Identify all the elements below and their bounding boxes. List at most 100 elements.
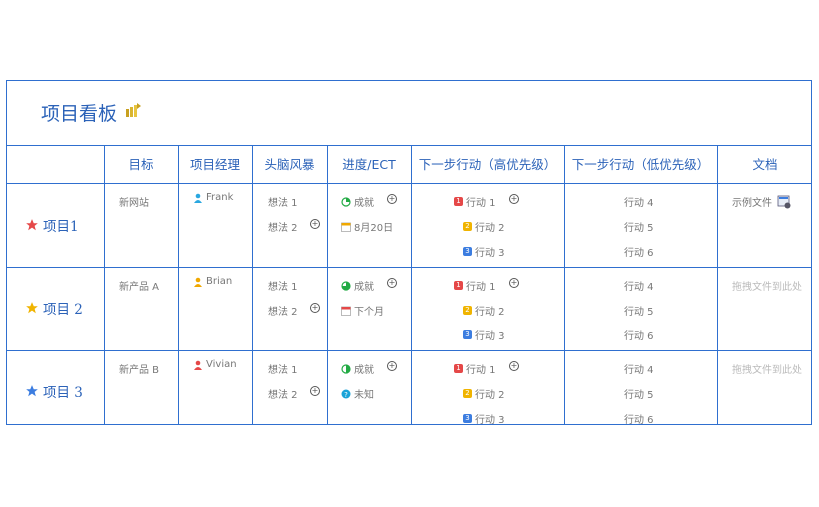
action-text: 行动 1 xyxy=(466,198,496,209)
action-item[interactable]: 3 行动 3 xyxy=(463,411,505,426)
project-3-title[interactable]: 项目 3 xyxy=(25,381,83,401)
idea-item[interactable]: 想法 1 xyxy=(268,365,298,376)
grid-line xyxy=(411,146,412,424)
title-row: 项目看板 xyxy=(7,81,811,146)
question-icon: ? xyxy=(341,389,351,399)
priority-3-icon: 3 xyxy=(463,414,472,423)
action-item[interactable]: 行动 5 xyxy=(624,223,654,234)
add-idea-icon[interactable]: + xyxy=(310,219,320,229)
add-topic-icon[interactable] xyxy=(125,103,141,123)
star-icon xyxy=(26,219,38,231)
person-icon xyxy=(194,360,202,370)
action-item[interactable]: 3 行动 3 xyxy=(463,244,505,259)
file-drop-zone[interactable]: 拖拽文件到此处 xyxy=(732,282,802,293)
priority-1-icon: 1 xyxy=(454,364,463,373)
idea-item[interactable]: 想法 2 xyxy=(268,390,298,401)
add-action-icon[interactable]: + xyxy=(509,194,519,204)
pie-chart-icon xyxy=(341,363,351,374)
priority-1-icon: 1 xyxy=(454,281,463,290)
header-progress: 进度/ECT xyxy=(342,157,396,172)
grid-line xyxy=(7,350,811,351)
action-item[interactable]: 2 行动 2 xyxy=(463,386,505,401)
priority-1-icon: 1 xyxy=(454,197,463,206)
priority-2-icon: 2 xyxy=(463,222,472,231)
ect-item[interactable]: 8月20日 xyxy=(341,219,393,234)
add-progress-icon[interactable]: + xyxy=(387,361,397,371)
manager-name: Brian xyxy=(206,276,233,287)
action-text: 行动 3 xyxy=(475,415,505,426)
manager-cell[interactable]: Vivian xyxy=(193,359,237,370)
add-progress-icon[interactable]: + xyxy=(387,194,397,204)
action-item[interactable]: 1 行动 1 xyxy=(454,361,496,376)
goal-cell[interactable]: 新产品 B xyxy=(119,365,160,376)
grid-line xyxy=(178,146,179,424)
header-low-priority: 下一步行动（低优先级） xyxy=(571,157,710,172)
grid-line xyxy=(7,267,811,268)
add-idea-icon[interactable]: + xyxy=(310,303,320,313)
action-item[interactable]: 3 行动 3 xyxy=(463,327,505,342)
idea-item[interactable]: 想法 1 xyxy=(268,198,298,209)
action-text: 行动 2 xyxy=(475,390,505,401)
person-icon xyxy=(194,193,202,203)
action-item[interactable]: 行动 6 xyxy=(624,331,654,342)
action-item[interactable]: 1 行动 1 xyxy=(454,194,496,209)
header-manager: 项目经理 xyxy=(189,157,240,172)
project-name: 项目1 xyxy=(43,219,79,235)
priority-3-icon: 3 xyxy=(463,330,472,339)
add-action-icon[interactable]: + xyxy=(509,278,519,288)
header-goal: 目标 xyxy=(128,157,154,172)
document-link[interactable]: 示例文件 xyxy=(732,194,791,209)
action-item[interactable]: 行动 4 xyxy=(624,198,654,209)
add-action-icon[interactable]: + xyxy=(509,361,519,371)
goal-cell[interactable]: 新产品 A xyxy=(119,282,160,293)
star-icon xyxy=(26,302,38,314)
ect-text: 未知 xyxy=(354,390,374,401)
idea-item[interactable]: 想法 2 xyxy=(268,307,298,318)
project-name: 项目 3 xyxy=(43,385,83,401)
action-item[interactable]: 行动 6 xyxy=(624,248,654,259)
action-item[interactable]: 1 行动 1 xyxy=(454,278,496,293)
pie-chart-icon xyxy=(341,196,351,207)
action-text: 行动 1 xyxy=(466,365,496,376)
action-item[interactable]: 行动 5 xyxy=(624,390,654,401)
calendar-icon xyxy=(341,222,351,232)
action-item[interactable]: 2 行动 2 xyxy=(463,219,505,234)
add-progress-icon[interactable]: + xyxy=(387,278,397,288)
action-item[interactable]: 行动 4 xyxy=(624,282,654,293)
project-board: 项目看板 目标 项目经理 头脑风暴 进度/ECT 下一步行动（高优先级） 下一步… xyxy=(6,80,812,426)
header-high-priority: 下一步行动（高优先级） xyxy=(418,157,557,172)
project-1-title[interactable]: 项目1 xyxy=(25,215,79,235)
ect-item[interactable]: ? 未知 xyxy=(341,386,374,401)
file-drop-zone[interactable]: 拖拽文件到此处 xyxy=(732,365,802,376)
grid-line xyxy=(327,146,328,424)
action-item[interactable]: 2 行动 2 xyxy=(463,303,505,318)
grid-line xyxy=(564,146,565,424)
priority-2-icon: 2 xyxy=(463,306,472,315)
star-icon xyxy=(26,385,38,397)
grid-line xyxy=(252,146,253,424)
action-item[interactable]: 行动 6 xyxy=(624,415,654,426)
manager-cell[interactable]: Frank xyxy=(193,192,233,203)
progress-status[interactable]: 成就 xyxy=(341,361,374,376)
priority-2-icon: 2 xyxy=(463,389,472,398)
idea-item[interactable]: 想法 1 xyxy=(268,282,298,293)
action-item[interactable]: 行动 4 xyxy=(624,365,654,376)
project-2-title[interactable]: 项目 2 xyxy=(25,298,83,318)
ect-item[interactable]: 下个月 xyxy=(341,303,384,318)
header-documents: 文档 xyxy=(752,157,778,172)
idea-item[interactable]: 想法 2 xyxy=(268,223,298,234)
add-idea-icon[interactable]: + xyxy=(310,386,320,396)
action-text: 行动 2 xyxy=(475,307,505,318)
progress-text: 成就 xyxy=(354,282,374,293)
goal-cell[interactable]: 新网站 xyxy=(119,198,149,209)
ect-text: 8月20日 xyxy=(354,223,394,234)
progress-status[interactable]: 成就 xyxy=(341,278,374,293)
manager-cell[interactable]: Brian xyxy=(193,276,232,287)
action-text: 行动 3 xyxy=(475,248,505,259)
action-item[interactable]: 行动 5 xyxy=(624,307,654,318)
grid-line xyxy=(104,146,105,424)
action-text: 行动 3 xyxy=(475,331,505,342)
board-title: 项目看板 xyxy=(41,103,118,125)
header-brainstorm: 头脑风暴 xyxy=(264,157,315,172)
progress-status[interactable]: 成就 xyxy=(341,194,374,209)
